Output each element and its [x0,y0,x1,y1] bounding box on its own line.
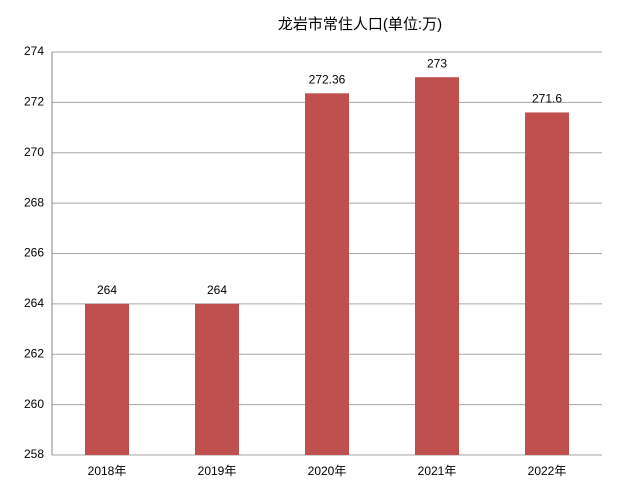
bar [85,303,129,455]
bar [195,303,239,455]
bar [525,112,569,455]
x-tick-label: 2021年 [418,464,457,478]
y-tick-label: 260 [24,397,44,411]
x-tick-label: 2019年 [198,464,237,478]
x-tick-label: 2020年 [308,464,347,478]
data-label: 271.6 [532,92,562,106]
data-label: 272.36 [309,72,346,86]
y-tick-label: 274 [24,44,44,58]
data-label: 264 [97,283,117,297]
bar [305,93,349,456]
x-tick-label: 2018年 [88,464,127,478]
y-tick-label: 270 [24,145,44,159]
y-tick-label: 266 [24,246,44,260]
y-tick-label: 258 [24,447,44,461]
x-tick-label: 2022年 [528,464,567,478]
bar [415,77,459,455]
data-label: 264 [207,283,227,297]
y-tick-label: 268 [24,195,44,209]
chart-title: 龙岩市常住人口(单位:万) [278,16,442,33]
y-tick-label: 272 [24,95,44,109]
data-label: 273 [427,56,447,70]
y-tick-label: 264 [24,296,44,310]
y-tick-label: 262 [24,346,44,360]
